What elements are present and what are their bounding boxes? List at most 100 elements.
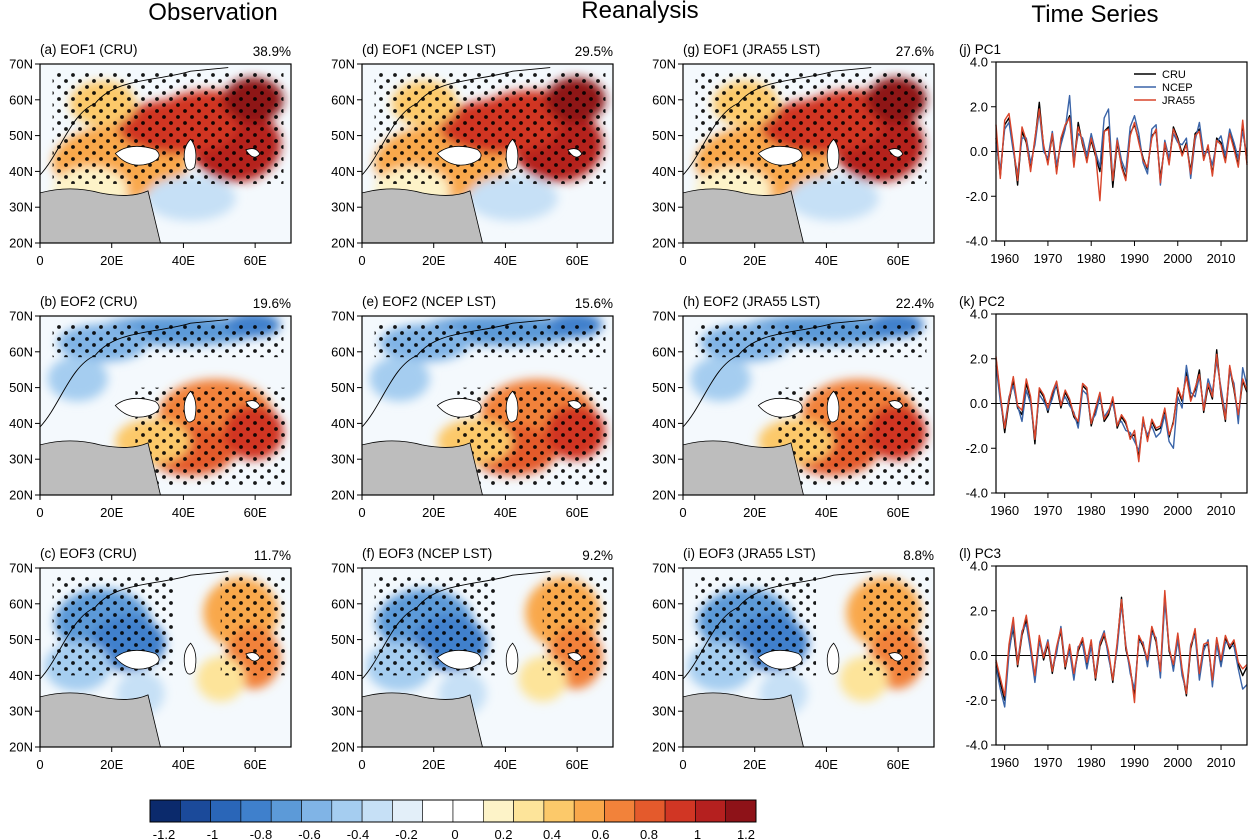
coastline [362,319,551,428]
colorbar-label: 0.4 [543,827,561,840]
coastline [40,67,229,176]
land-mask-africa [40,692,161,747]
lon-tick-label: 0 [36,505,43,520]
anomaly-blob [47,356,108,402]
caspian-sea [505,642,519,675]
lon-tick-label: 60E [244,253,267,268]
lat-tick-label: 70N [331,309,355,324]
x-tick-label: 2000 [1163,503,1192,518]
caspian-sea [183,138,197,171]
lat-tick-label: 50N [331,632,355,647]
coastline [40,571,229,680]
aral-sea [567,652,583,662]
significance-stipple [695,324,927,358]
colorbar-frame [149,799,757,823]
significance-stipple [778,387,929,487]
black-sea [114,397,160,418]
y-tick-label: 2.0 [970,351,988,366]
y-tick-label: 0.0 [970,396,988,411]
y-tick-label: -2.0 [966,693,988,708]
aral-sea [888,148,904,158]
colorbar-segment [149,799,181,823]
lat-tick-label: 70N [9,57,33,72]
black-sea [757,145,803,166]
pc-panel-title: (j) PC1 [959,42,1001,57]
caspian-sea [183,642,197,675]
x-tick-label: 1960 [990,503,1019,518]
black-sea [436,397,482,418]
anomaly-blob [788,175,879,221]
lat-tick-label: 40N [652,164,676,179]
lat-tick-label: 30N [331,452,355,467]
map-panel-i: (i) EOF3 (JRA55 LST) 8.8% 70N 60N 50N 40N 30N 2… [652,546,935,772]
y-tick-label: 2.0 [970,603,988,618]
map-frame [39,567,292,748]
aral-sea [567,400,583,410]
significance-stipple [52,324,284,358]
lon-tick-label: 0 [36,253,43,268]
lon-tick-label: 40E [172,253,195,268]
x-tick-label: 2010 [1207,251,1236,266]
colorbar-label: -0.4 [347,827,369,840]
colorbar-label: -1.2 [153,827,175,840]
map-field [40,316,291,495]
x-tick-label: 1980 [1077,755,1106,770]
series-line-jra55 [995,353,1248,463]
colorbar-segment [452,799,484,823]
y-tick-label: -2.0 [966,441,988,456]
colorbar-segment [573,799,605,823]
lat-tick-label: 40N [652,416,676,431]
lon-tick-label: 20E [743,505,766,520]
lat-tick-label: 70N [9,309,33,324]
colorbar-segment [695,799,727,823]
panel-title: (i) EOF3 (JRA55 LST) [683,546,816,561]
lat-tick-label: 70N [652,309,676,324]
series-line-jra55 [995,589,1248,704]
anomaly-blob [467,175,558,221]
lat-tick-label: 40N [9,416,33,431]
lon-tick-label: 20E [422,253,445,268]
lat-tick-label: 50N [652,380,676,395]
series-line-jra55 [995,108,1248,202]
colorbar-segment [422,799,454,823]
variance-label: 19.6% [253,296,291,311]
lat-tick-label: 40N [652,668,676,683]
caspian-sea [826,642,840,675]
lon-tick-label: 0 [358,505,365,520]
colorbar-label: -0.2 [395,827,417,840]
lat-tick-label: 70N [652,57,676,72]
lon-tick-label: 0 [358,253,365,268]
variance-label: 27.6% [896,44,934,59]
variance-label: 15.6% [575,296,613,311]
variance-label: 11.7% [254,548,291,563]
map-frame [361,315,614,496]
coastline [683,571,872,680]
significance-stipple [457,387,608,487]
variance-label: 29.5% [575,44,613,59]
coastline [683,319,872,428]
lon-tick-label: 0 [36,757,43,772]
colorbar-segment [270,799,302,823]
colorbar-segment [664,799,696,823]
series-line-ncep [995,94,1248,186]
colorbar-segment [392,799,423,823]
map-field [362,568,613,747]
map-frame [682,315,935,496]
lat-tick-label: 60N [9,344,33,359]
caspian-sea [505,138,519,171]
lon-tick-label: 20E [100,757,123,772]
map-frame [361,567,614,748]
lon-tick-label: 0 [679,757,686,772]
black-sea [436,145,482,166]
lon-tick-label: 20E [422,505,445,520]
lon-tick-label: 40E [494,505,517,520]
lat-tick-label: 50N [652,128,676,143]
aral-sea [888,400,904,410]
x-tick-label: 1970 [1033,503,1062,518]
map-panel-e: (e) EOF2 (NCEP LST) 15.6% 70N 60N 50N 40N 30N 2… [331,294,614,520]
map-panel-h: (h) EOF2 (JRA55 LST) 22.4% 70N 60N 50N 40N 30N… [652,294,935,520]
lat-tick-label: 60N [652,596,676,611]
significance-stipple [52,72,284,184]
